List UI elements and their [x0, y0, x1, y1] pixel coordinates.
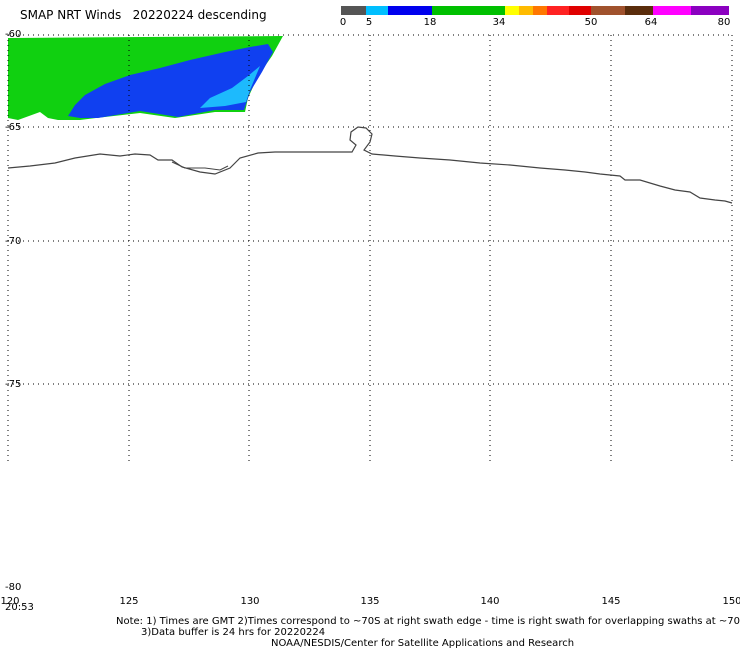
- graticule: [7, 34, 733, 465]
- legend-tick-labels: 0 5 18 34 50 64 80: [339, 15, 731, 29]
- legend-segment-fresh: [432, 6, 505, 15]
- legend-segment-gale-2: [519, 6, 533, 15]
- lon-label: 140: [480, 596, 499, 607]
- swath-cyan-region: [200, 66, 260, 108]
- lon-label: 130: [240, 596, 259, 607]
- lon-label: 120: [0, 596, 19, 607]
- antarctic-coastline: [7, 126, 733, 204]
- legend-tick: 80: [717, 17, 731, 28]
- legend-segment-storm-2: [569, 6, 591, 15]
- lat-label: -80: [5, 582, 21, 593]
- lat-label: -65: [5, 122, 21, 133]
- longitude-labels: 120 125 130 135 140 145 150: [0, 596, 740, 607]
- lon-label: 150: [722, 596, 740, 607]
- legend-segment-extreme-1: [653, 6, 691, 15]
- lat-label: -70: [5, 236, 21, 247]
- legend-segment-calm: [341, 6, 366, 15]
- coastline-inlet: [171, 161, 229, 171]
- lat-label: -75: [5, 379, 21, 390]
- map-title: SMAP NRT Winds 20220224 descending: [20, 8, 267, 22]
- credit-line: NOAA/NESDIS/Center for Satellite Applica…: [271, 638, 575, 649]
- legend-segment-gale-1: [505, 6, 519, 15]
- latitude-labels: -60 -65 -70 -75 -80: [5, 29, 21, 593]
- wind-swath: [8, 36, 283, 120]
- lon-label: 125: [119, 596, 138, 607]
- legend-segment-hurricane-1: [591, 6, 625, 15]
- legend-segment-light: [366, 6, 388, 15]
- lon-label: 145: [601, 596, 620, 607]
- legend-segment-gale-3: [533, 6, 547, 15]
- swath-time-label: 20:53: [5, 602, 34, 613]
- wind-speed-legend: 0 5 18 34 50 64 80: [339, 6, 731, 29]
- legend-tick: 34: [492, 17, 506, 28]
- legend-tick: 50: [584, 17, 598, 28]
- note-line-1: Note: 1) Times are GMT 2)Times correspon…: [116, 616, 740, 627]
- lat-label: -60: [5, 29, 21, 40]
- legend-colorbar: [341, 6, 731, 15]
- legend-segment-moderate: [388, 6, 432, 15]
- legend-segment-hurricane-2: [625, 6, 653, 15]
- legend-tick: 18: [423, 17, 437, 28]
- legend-tick: 5: [365, 17, 373, 28]
- legend-tick: 0: [339, 17, 347, 28]
- note-line-2: 3)Data buffer is 24 hrs for 20220224: [141, 627, 326, 638]
- legend-segment-extreme-2: [691, 6, 729, 15]
- lon-label: 135: [360, 596, 379, 607]
- legend-segment-storm-1: [547, 6, 569, 15]
- legend-tick: 64: [644, 17, 658, 28]
